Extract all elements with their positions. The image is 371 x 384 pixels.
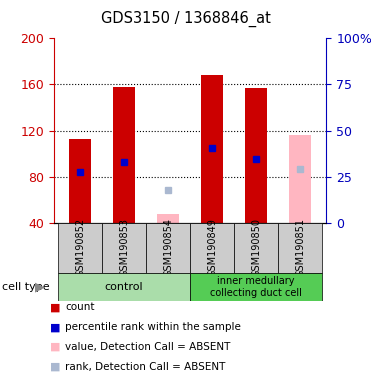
Bar [146,223,190,273]
Bar [102,223,146,273]
Text: value, Detection Call = ABSENT: value, Detection Call = ABSENT [65,342,230,352]
Text: ■: ■ [50,362,60,372]
Text: control: control [105,282,144,292]
Bar [58,223,102,273]
Bar [245,88,267,223]
Text: percentile rank within the sample: percentile rank within the sample [65,322,241,332]
Bar [58,273,190,301]
Text: count: count [65,302,95,312]
Bar [190,223,234,273]
Bar [289,135,311,223]
Bar [113,87,135,223]
Bar [69,139,91,223]
Text: ■: ■ [50,302,60,312]
Text: ■: ■ [50,322,60,332]
Text: GSM190854: GSM190854 [163,218,173,277]
Text: inner medullary
collecting duct cell: inner medullary collecting duct cell [210,276,302,298]
Text: cell type: cell type [2,282,49,292]
Bar [201,75,223,223]
Text: ▶: ▶ [35,281,44,293]
Text: GSM190849: GSM190849 [207,218,217,277]
Text: GSM190853: GSM190853 [119,218,129,277]
Bar [278,223,322,273]
Bar [157,214,179,223]
Text: GSM190851: GSM190851 [295,218,305,277]
Text: GSM190852: GSM190852 [75,218,85,277]
Text: GDS3150 / 1368846_at: GDS3150 / 1368846_at [101,11,270,27]
Bar [234,223,278,273]
Text: GSM190850: GSM190850 [251,218,261,277]
Bar [190,273,322,301]
Text: ■: ■ [50,342,60,352]
Text: rank, Detection Call = ABSENT: rank, Detection Call = ABSENT [65,362,225,372]
